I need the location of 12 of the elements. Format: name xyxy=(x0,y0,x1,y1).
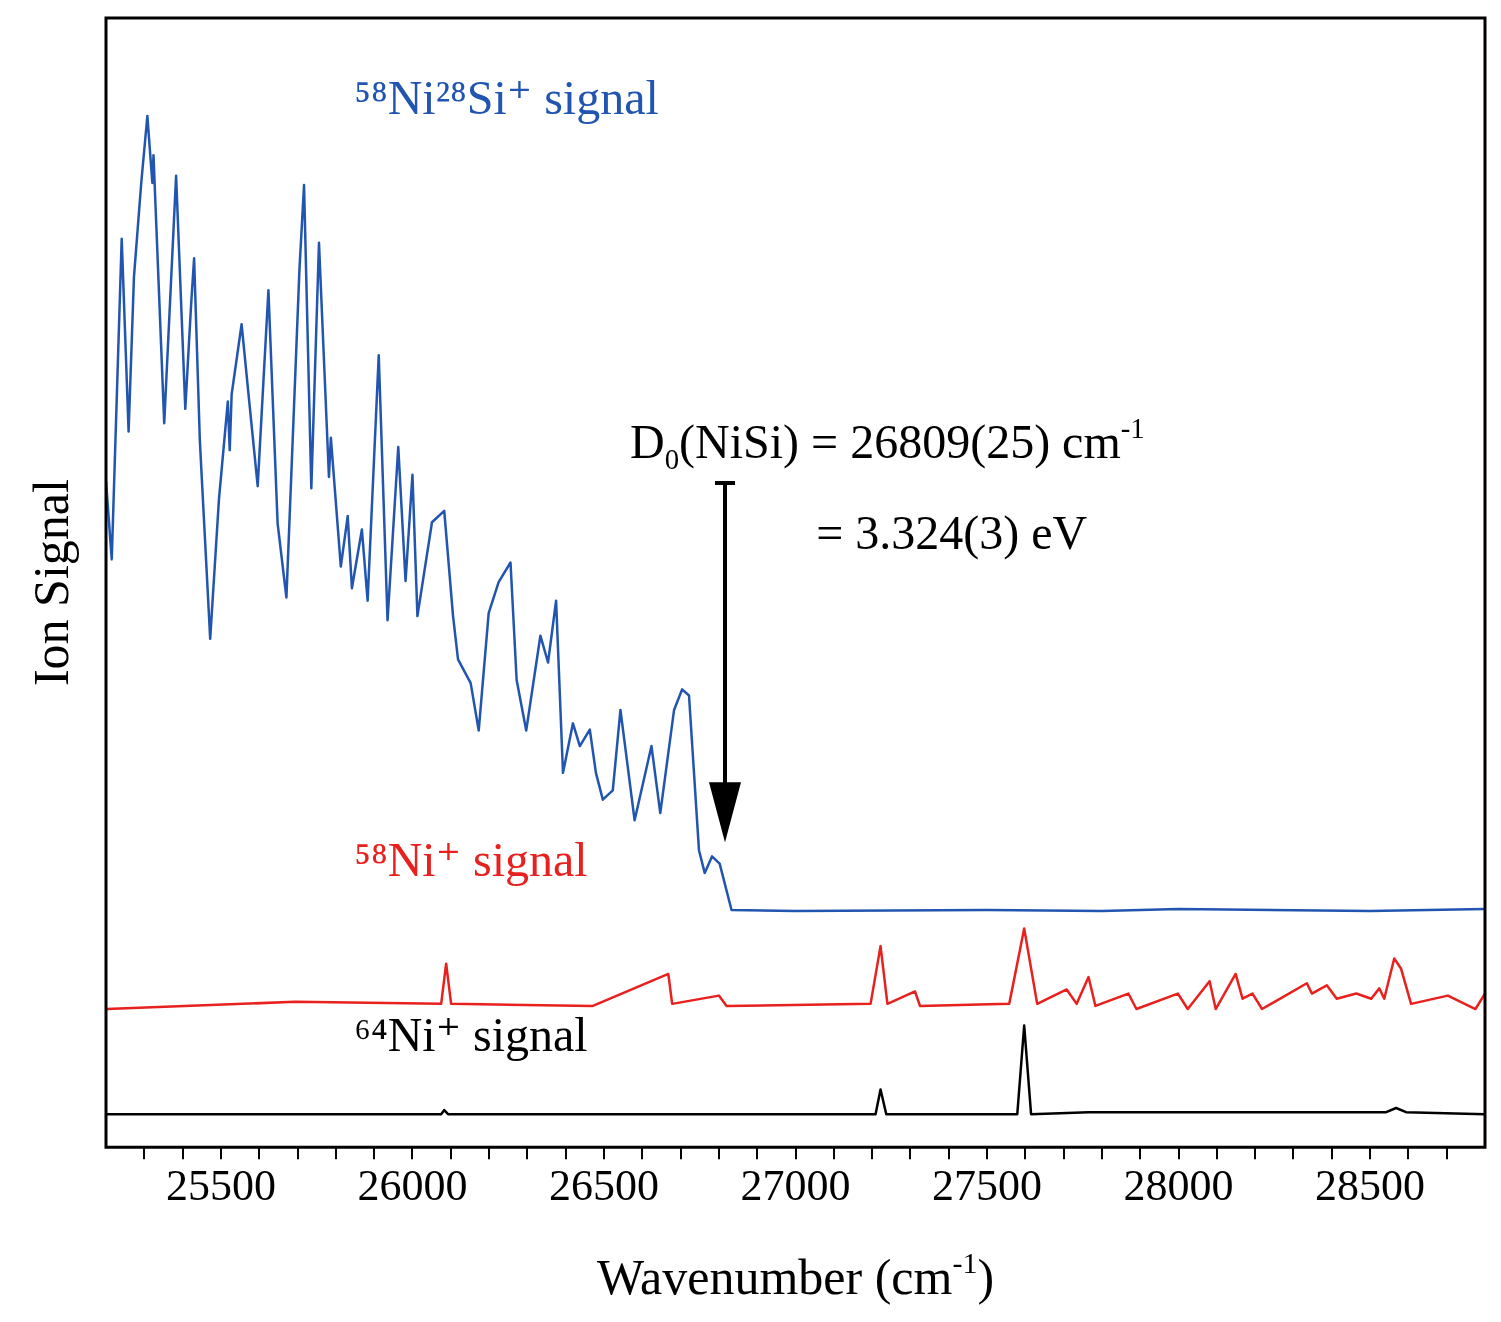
x-tick-label: 28000 xyxy=(1123,1161,1234,1211)
series-label: ⁶⁴Ni⁺ signal xyxy=(354,1008,588,1062)
annotation: = 3.324(3) eV xyxy=(816,505,1088,560)
x-tick-label: 27000 xyxy=(740,1161,851,1211)
text: ⁵⁸Ni⁺ signal xyxy=(354,833,588,887)
x-tick-label: 28500 xyxy=(1315,1161,1426,1211)
x-tick-label: 27500 xyxy=(932,1161,1043,1211)
x-tick-label: 26500 xyxy=(548,1161,659,1211)
x-tick-label: 25500 xyxy=(165,1161,276,1211)
series-label: ⁵⁸Ni²⁸Si⁺ signal xyxy=(354,70,659,124)
y-axis-title: Ion Signal xyxy=(23,479,79,687)
x-tick-label: 26000 xyxy=(357,1161,468,1211)
